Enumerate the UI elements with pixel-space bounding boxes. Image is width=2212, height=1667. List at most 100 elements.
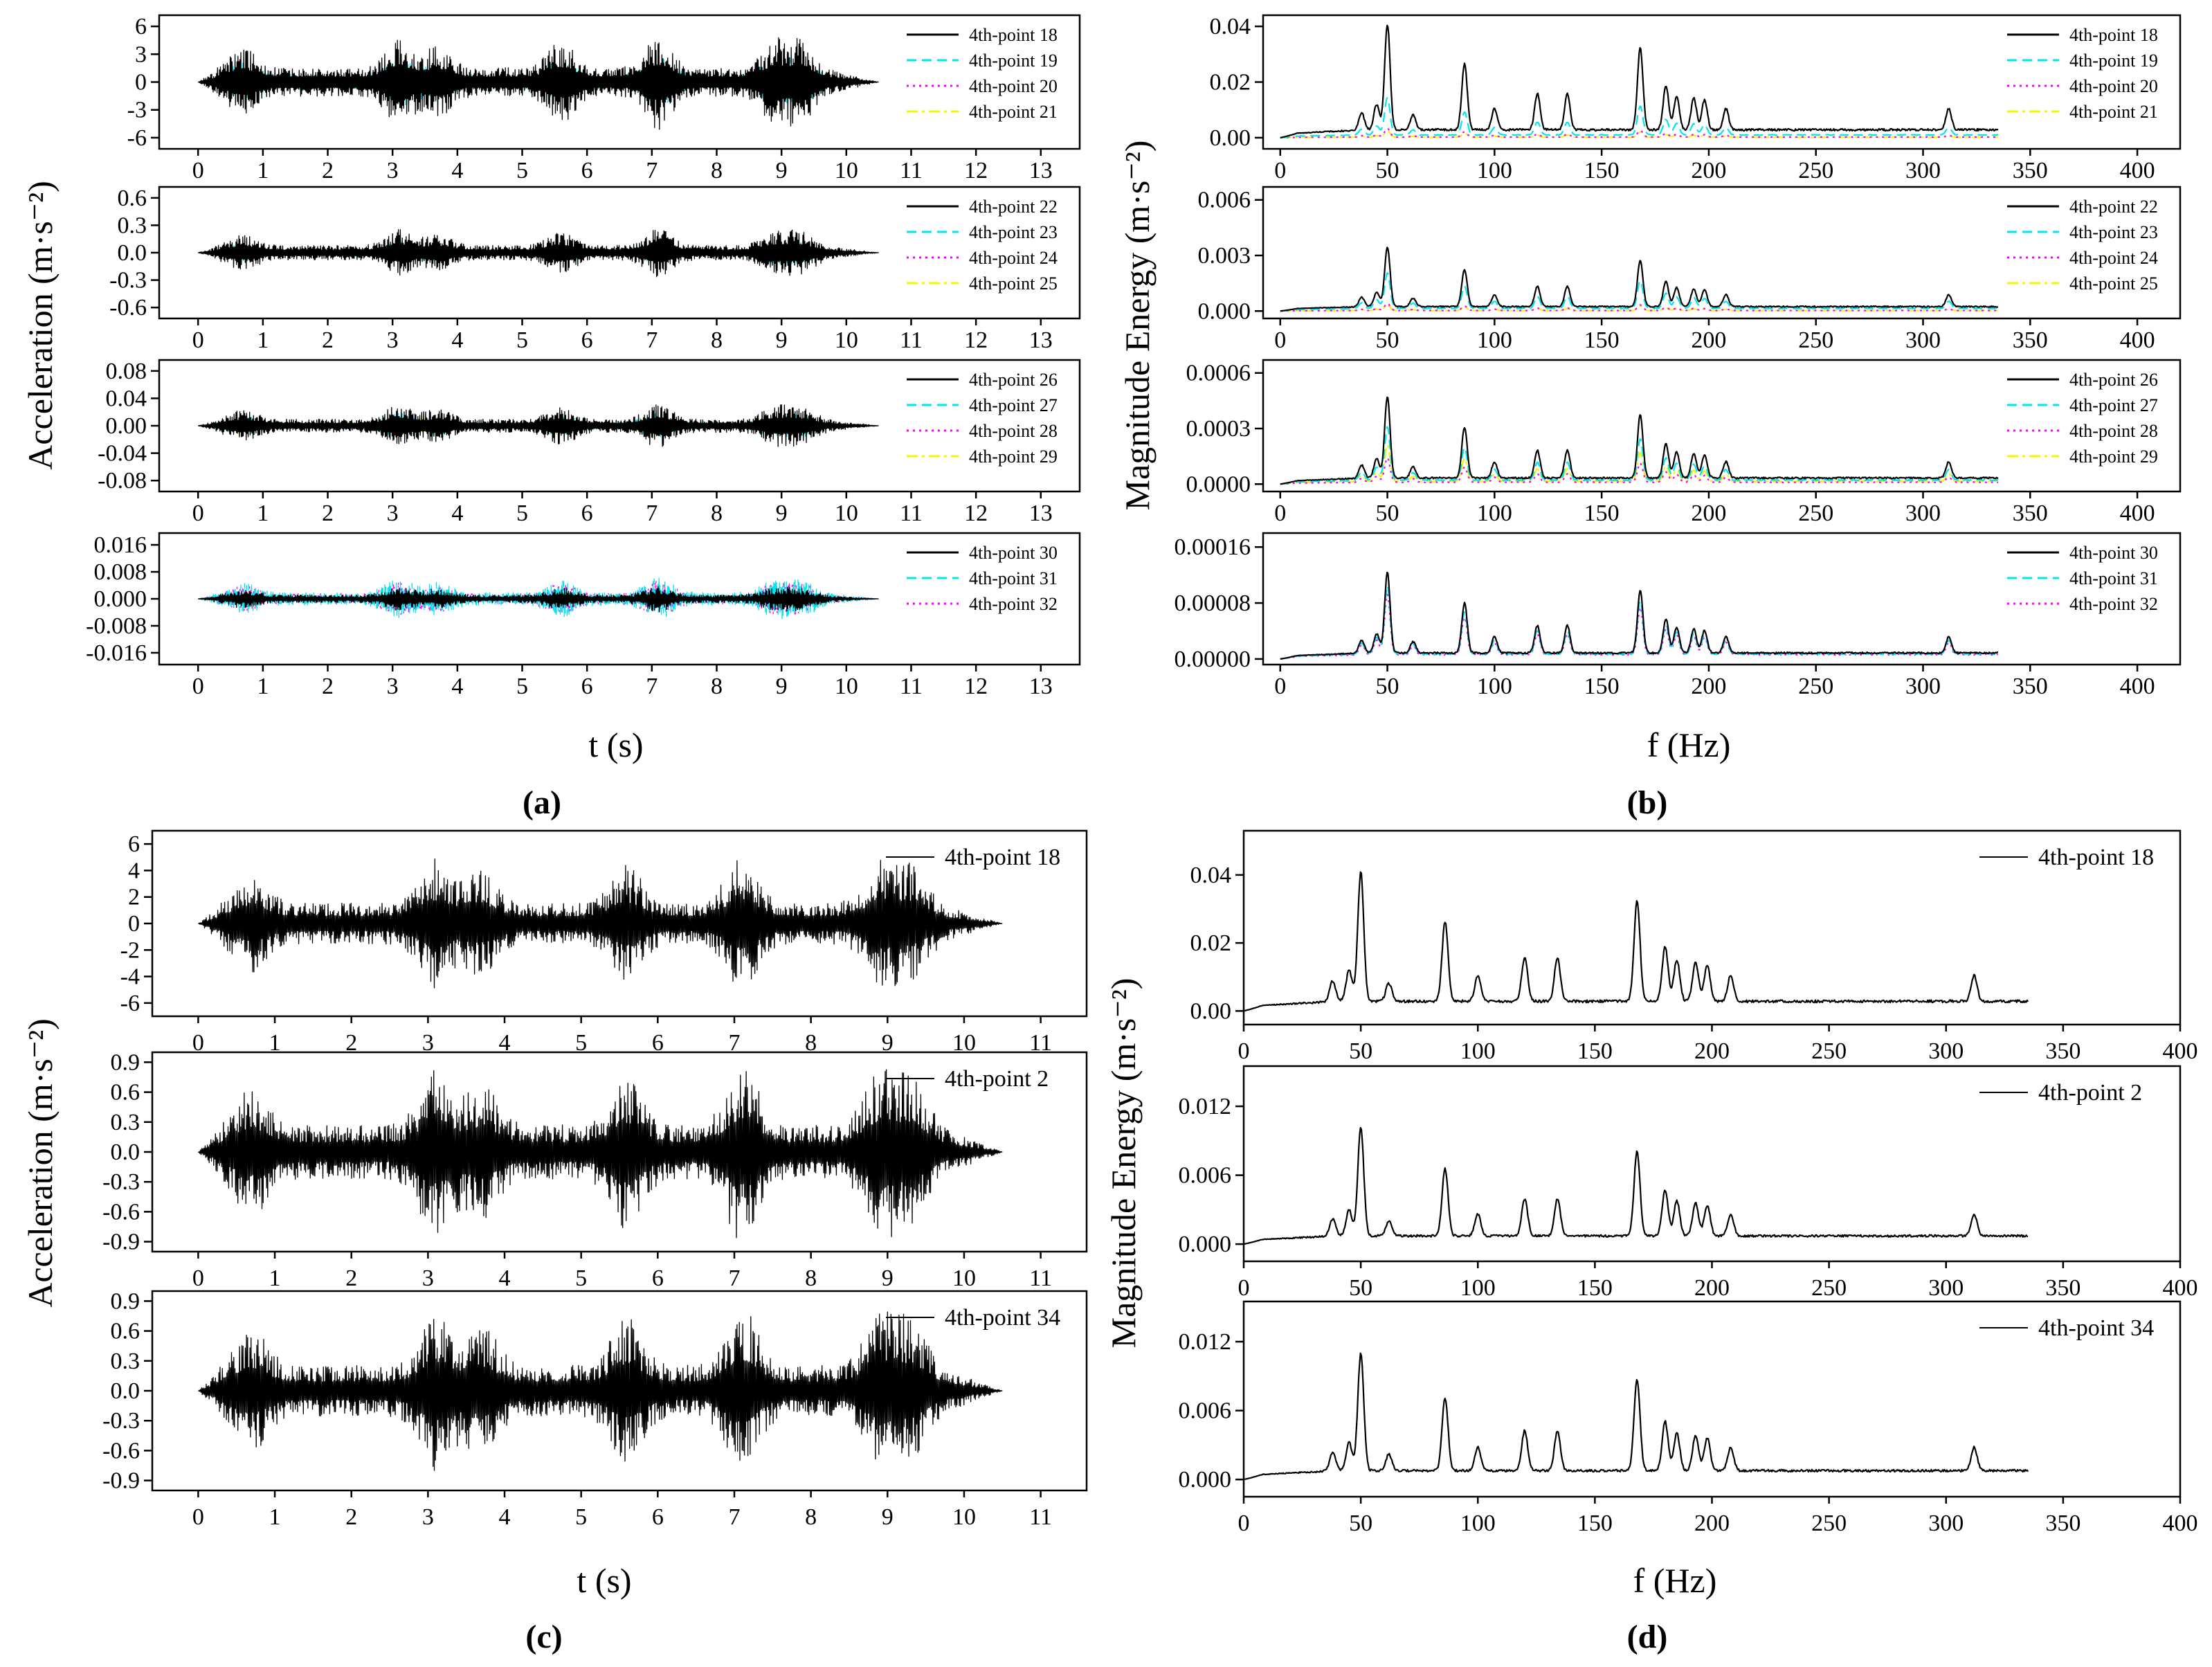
series-line-4th-point-30 [1280,571,1998,660]
x-tick-label: 0 [192,1030,204,1056]
legend-label: 4th-point 26 [969,370,1058,390]
x-tick-label: 150 [1577,1511,1613,1536]
panel-a-subplot-4-traces [198,577,879,620]
legend-label: 4th-point 24 [969,248,1058,268]
y-tick-label: 0.000 [94,586,147,612]
x-tick-label: 10 [835,674,858,699]
x-tick-label: 7 [646,501,658,526]
y-tick-label: 0 [128,911,140,937]
panel-b-subplot-3-traces [1280,396,1999,485]
x-tick-label: 0 [1274,327,1286,353]
panel-a-xlabel: t (s) [588,726,643,764]
x-tick-label: 4 [451,674,463,699]
x-tick-label: 150 [1577,1038,1613,1064]
legend-label: 4th-point 18 [945,845,1060,870]
y-tick-label: 0.00008 [1175,591,1251,616]
x-tick-label: 250 [1798,158,1833,183]
y-tick-label: 0.0 [111,1139,140,1165]
y-tick-label: -0.04 [98,441,147,467]
panel-b: 0.00 0.02 0.04 0 50 100 150 200 250 300 350 400 4th-… [1175,14,2182,699]
panel-a-subplot-2-traces [198,228,879,278]
series-line-4th-point-19 [1280,97,1999,138]
legend-label: 4th-point 25 [2069,273,2158,294]
x-tick-label: 10 [835,501,858,526]
x-tick-label: 10 [835,327,858,353]
x-tick-label: 3 [387,327,399,353]
legend-label: 4th-point 18 [2038,845,2154,870]
y-tick-label: 0.00000 [1175,647,1251,672]
y-tick-label: 0.6 [118,186,147,211]
x-tick-label: 9 [776,158,788,183]
legend-label: 4th-point 28 [2069,421,2158,441]
y-tick-label: 0.0 [118,240,147,266]
x-tick-label: 13 [1029,674,1053,699]
y-tick-label: -0.3 [109,268,147,294]
x-tick-label: 5 [516,327,528,353]
x-tick-label: 50 [1376,327,1399,353]
y-tick-label: 0.003 [1198,243,1251,269]
panel-b-subplot-3-legend: 4th-point 26 4th-point 27 4th-point 28 4th-… [2007,370,2158,467]
panel-c-subplot-2-traces [197,1069,1003,1238]
x-tick-label: 150 [1584,158,1620,183]
y-tick-label: -0.016 [86,640,147,666]
legend-label: 4th-point 19 [969,51,1058,71]
y-tick-label: 0.00 [1210,125,1251,151]
y-tick-label: -0.6 [109,295,147,321]
x-tick-label: 400 [2120,674,2155,699]
legend-label: 4th-point 22 [2069,197,2158,217]
x-tick-label: 350 [2013,674,2048,699]
y-tick-label: 0 [135,70,147,96]
panel-b-subplot-1-traces [1280,24,1999,138]
x-tick-label: 3 [422,1265,434,1291]
legend-label: 4th-point 30 [969,543,1058,563]
x-tick-label: 4 [451,501,463,526]
panel-d: 0.00 0.02 0.04 0 50 100 150 200 250 300 350 400 4th-… [1179,829,2198,1536]
x-tick-label: 5 [516,158,528,183]
x-tick-label: 250 [1798,327,1833,353]
x-tick-label: 10 [952,1265,976,1291]
legend-label: 4th-point 19 [2069,51,2158,71]
x-tick-label: 13 [1029,327,1053,353]
x-tick-label: 5 [575,1030,587,1056]
x-tick-label: 350 [2045,1511,2080,1536]
legend-label: 4th-point 31 [969,568,1058,588]
series-line-4th-point-24 [1280,303,1998,312]
y-tick-label: 0.00 [1190,998,1232,1024]
y-tick-label: 4 [128,858,140,883]
series-line-4th-point-23 [1280,272,1999,312]
y-tick-label: 0.08 [106,359,147,384]
series-line-4th-point-26 [1280,396,1999,485]
x-tick-label: 0 [192,674,204,699]
x-tick-label: 400 [2120,327,2155,353]
x-tick-label: 9 [776,501,788,526]
x-tick-label: 350 [2013,327,2048,353]
x-tick-label: 100 [1460,1038,1496,1064]
series-line-4th-point-21 [1280,130,1998,138]
x-tick-label: 300 [1905,501,1941,526]
x-tick-label: 250 [1811,1275,1847,1301]
x-tick-label: 8 [711,158,723,183]
y-tick-label: 0.012 [1179,1329,1232,1355]
panel-c-subplot-2: -0.9 -0.6 -0.3 0.0 0.3 0.6 0.9 0 1 2 3 4 5 6 7 8 9 10 11 4t… [102,1049,1088,1291]
x-tick-label: 400 [2120,158,2155,183]
x-tick-label: 200 [1694,1511,1730,1536]
x-tick-label: 8 [805,1504,817,1530]
x-tick-label: 3 [387,501,399,526]
y-tick-label: -2 [120,937,140,963]
panel-d-label: (d) [1627,1619,1668,1655]
x-tick-label: 4 [451,327,463,353]
y-tick-label: 0.0006 [1186,361,1251,386]
panel-b-label: (b) [1627,784,1668,821]
panel-c-ylabel: Acceleration (m·s⁻²) [21,1018,60,1308]
legend-label: 4th-point 25 [969,273,1058,294]
x-tick-label: 300 [1905,674,1941,699]
x-tick-label: 250 [1798,674,1833,699]
series-line-4th-point-34 [1243,1352,2029,1481]
y-tick-label: 0.006 [1179,1163,1232,1189]
x-tick-label: 5 [575,1265,587,1291]
x-tick-label: 12 [964,327,988,353]
x-tick-label: 350 [2013,158,2048,183]
